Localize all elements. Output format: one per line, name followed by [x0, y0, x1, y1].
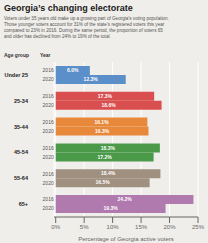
svg-text:Under 25: Under 25 [8, 72, 28, 78]
svg-text:15%: 15% [135, 224, 148, 230]
svg-text:10%: 10% [107, 224, 120, 230]
html-text:Age group: Age group [4, 52, 29, 58]
svg-text:2016: 2016 [43, 196, 54, 202]
html-text:Year: Year [40, 52, 51, 58]
svg-text:20%: 20% [164, 224, 177, 230]
svg-text:25-34: 25-34 [14, 98, 29, 104]
html-text:Georgia’s changing electorate: Georgia’s changing electorate [4, 3, 133, 13]
svg-text:2016: 2016 [43, 119, 54, 125]
svg-text:2020: 2020 [43, 76, 54, 82]
svg-text:18.6%: 18.6% [102, 102, 117, 108]
svg-text:2020: 2020 [43, 180, 54, 186]
svg-text:6.0%: 6.0% [67, 67, 79, 73]
svg-text:17.2%: 17.2% [98, 154, 113, 160]
svg-text:5%: 5% [80, 224, 89, 230]
svg-text:25%: 25% [192, 224, 200, 230]
svg-text:2016: 2016 [43, 145, 54, 151]
svg-text:16.3%: 16.3% [95, 128, 110, 134]
svg-text:18.3%: 18.3% [101, 145, 116, 151]
html-text:Voters under 35 years old make: Voters under 35 years old make up a grow… [4, 16, 169, 39]
svg-text:65+: 65+ [19, 201, 28, 207]
svg-text:17.3%: 17.3% [98, 93, 113, 99]
svg-text:24.2%: 24.2% [117, 196, 132, 202]
svg-text:18.4%: 18.4% [101, 170, 116, 176]
svg-text:2016: 2016 [43, 67, 54, 73]
svg-text:16.1%: 16.1% [94, 119, 109, 125]
svg-text:2020: 2020 [43, 102, 54, 108]
svg-text:2016: 2016 [43, 171, 54, 177]
svg-text:16.5%: 16.5% [96, 179, 111, 185]
svg-text:2020: 2020 [43, 128, 54, 134]
svg-text:2020: 2020 [43, 154, 54, 160]
svg-text:2020: 2020 [43, 205, 54, 211]
svg-text:19.3%: 19.3% [104, 205, 119, 211]
svg-text:Percentage of Georgia active v: Percentage of Georgia active voters [78, 236, 174, 242]
svg-text:45-54: 45-54 [14, 149, 29, 155]
svg-text:35-44: 35-44 [14, 124, 29, 130]
svg-text:55-64: 55-64 [14, 175, 29, 181]
svg-text:12.3%: 12.3% [84, 76, 99, 82]
svg-text:2016: 2016 [43, 93, 54, 99]
svg-text:0%: 0% [51, 224, 60, 230]
